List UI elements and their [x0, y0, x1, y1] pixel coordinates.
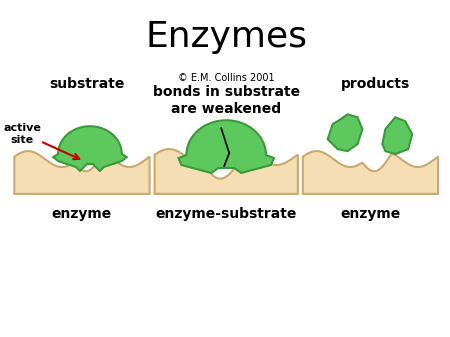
- Polygon shape: [382, 117, 412, 154]
- Text: bonds in substrate
are weakened: bonds in substrate are weakened: [153, 86, 300, 116]
- Polygon shape: [179, 120, 274, 173]
- Text: active
site: active site: [3, 123, 41, 145]
- Polygon shape: [14, 151, 149, 194]
- Text: enzyme: enzyme: [340, 207, 400, 221]
- Text: enzyme-substrate: enzyme-substrate: [156, 207, 297, 221]
- Polygon shape: [53, 126, 127, 171]
- Text: © E.M. Collins 2001: © E.M. Collins 2001: [178, 72, 274, 83]
- Text: Enzymes: Enzymes: [145, 20, 307, 54]
- Polygon shape: [155, 149, 298, 194]
- Text: enzyme: enzyme: [52, 207, 112, 221]
- Text: substrate: substrate: [49, 78, 125, 91]
- Text: products: products: [341, 78, 410, 91]
- Polygon shape: [328, 114, 362, 151]
- Polygon shape: [303, 151, 438, 194]
